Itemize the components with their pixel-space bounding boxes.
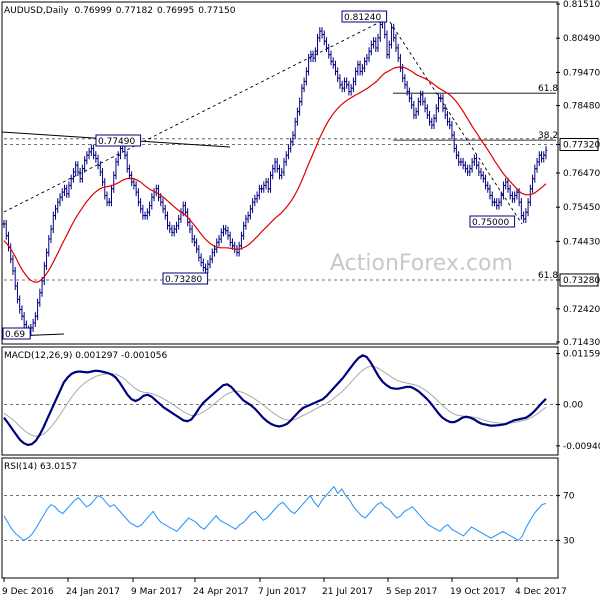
price-annotation-label: 0.81240 bbox=[344, 13, 381, 23]
price-axis-label: 0.76470 bbox=[563, 169, 600, 179]
price-annotation-box bbox=[162, 272, 209, 285]
price-annotation-box bbox=[2, 327, 31, 340]
rsi-line bbox=[3, 485, 547, 542]
rsi-panel-frame bbox=[1, 457, 559, 579]
rsi-axis-label: 30 bbox=[563, 536, 575, 546]
macd-axis-label: 0.01159 bbox=[563, 350, 600, 360]
x-axis-label: 24 Jan 2017 bbox=[66, 587, 120, 597]
x-axis-label: 5 Sep 2017 bbox=[386, 587, 437, 597]
price-annotation-label: 0.73280 bbox=[165, 275, 202, 285]
price-axis-label: 0.71430 bbox=[563, 338, 600, 348]
price-axis-label: 0.73280 bbox=[563, 276, 600, 286]
x-axis-label: 24 Apr 2017 bbox=[193, 587, 249, 597]
macd-axis-label: 0.00 bbox=[563, 401, 583, 411]
price-axis-label: 0.78480 bbox=[563, 102, 600, 112]
macd-axis-label: -0.009408 bbox=[563, 442, 600, 452]
x-axis-label: 21 Jul 2017 bbox=[322, 587, 373, 597]
macd-panel-frame bbox=[1, 346, 559, 456]
trendline bbox=[3, 18, 387, 213]
price-annotation-box bbox=[95, 134, 142, 147]
fib-label: 61.8 bbox=[538, 271, 558, 281]
price-axis-label: 0.75450 bbox=[563, 203, 600, 213]
x-axis-label: 7 Jun 2017 bbox=[258, 587, 306, 597]
macd-signal-line bbox=[3, 365, 547, 437]
price-axis-label: 0.74430 bbox=[563, 237, 600, 247]
price-axis-label: 0.79470 bbox=[563, 68, 600, 78]
price-axis-box bbox=[559, 137, 599, 151]
plot-marks bbox=[2, 13, 548, 542]
x-axis-label: 4 Dec 2017 bbox=[515, 587, 567, 597]
macd-panel-title: MACD(12,26,9) 0.001297 -0.001056 bbox=[4, 351, 167, 361]
price-axis-label: 0.77320 bbox=[563, 140, 600, 150]
price-axis-label: 0.80490 bbox=[563, 34, 600, 44]
price-annotation-box bbox=[469, 215, 516, 228]
price-annotation-label: 0.69 bbox=[5, 330, 25, 340]
x-axis-label: 9 Mar 2017 bbox=[131, 587, 182, 597]
price-axis-box bbox=[559, 273, 599, 287]
price-panel-title: AUDUSD,Daily 0.76999 0.77182 0.76995 0.77150 bbox=[4, 6, 236, 16]
moving-average-line bbox=[3, 66, 547, 283]
x-axis-label: 19 Oct 2017 bbox=[450, 587, 506, 597]
price-axis-label: 0.81510 bbox=[563, 0, 600, 10]
fib-label: 61.8 bbox=[538, 84, 558, 94]
price-axis-label: 0.72420 bbox=[563, 305, 600, 315]
fib-label: 38.2 bbox=[538, 131, 558, 141]
rsi-panel-title: RSI(14) 63.0157 bbox=[4, 462, 77, 472]
macd-line bbox=[3, 354, 547, 447]
trendline bbox=[389, 21, 523, 225]
rsi-axis-label: 70 bbox=[563, 492, 575, 502]
price-annotation-label: 0.77490 bbox=[98, 137, 135, 147]
x-axis-label: 9 Dec 2016 bbox=[2, 587, 54, 597]
watermark: ActionForex.com bbox=[330, 251, 513, 276]
price-annotation-box bbox=[341, 10, 388, 23]
price-annotation-label: 0.75000 bbox=[472, 218, 509, 228]
